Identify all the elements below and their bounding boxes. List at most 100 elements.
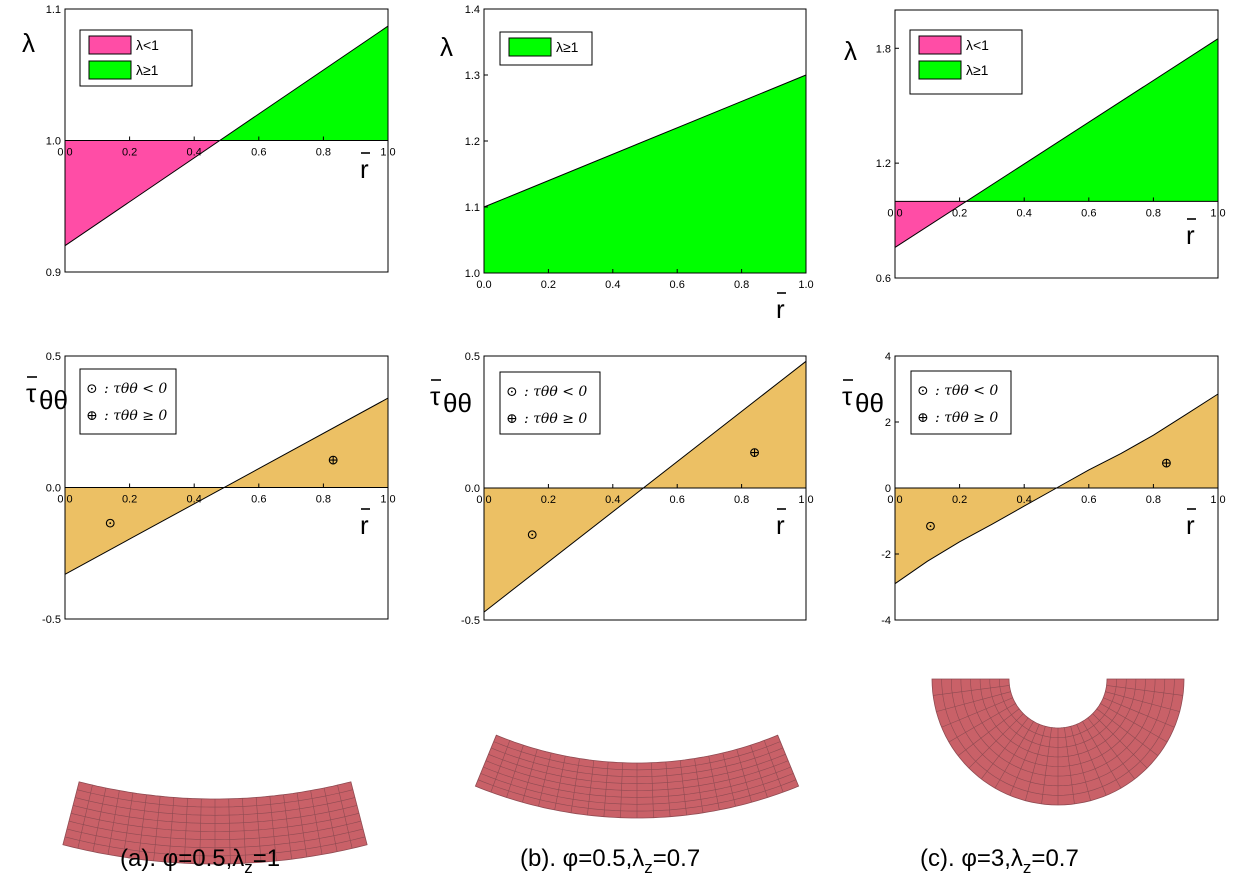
legend-label-c2: : τθθ ≥ 0 bbox=[935, 410, 998, 426]
caption-a: (a). φ=0.5,λz=1 bbox=[120, 845, 280, 877]
legend-swatch-c1 bbox=[918, 60, 962, 80]
y-tick-label-c2: -4 bbox=[881, 615, 891, 627]
legend-label-c2: : τθθ < 0 bbox=[935, 383, 998, 399]
x-tick-label-b1: 0.2 bbox=[541, 279, 556, 291]
x-tick-label-c2: 0.2 bbox=[952, 494, 967, 506]
shell-b-grid-radial bbox=[603, 761, 609, 817]
x-tick-label-a2: 0.0 bbox=[57, 494, 72, 506]
x-tick-label-b1: 0.0 bbox=[476, 279, 491, 291]
legend-c1: λ<1 λ≥1 bbox=[909, 29, 1023, 95]
shell-c-grid-radial bbox=[1106, 685, 1183, 696]
shell-c-grid-radial bbox=[1105, 691, 1180, 712]
shell-c-grid-radial bbox=[1087, 717, 1135, 780]
shell-c-grid-radial bbox=[1082, 721, 1122, 789]
x-tick-label-b1: 0.6 bbox=[670, 279, 685, 291]
y-tick-label-a2: -0.5 bbox=[42, 614, 61, 626]
y-tick-label-a1: 1.1 bbox=[46, 4, 61, 16]
y-axis-label-c2: τ bbox=[842, 381, 853, 411]
x-tick-label-a1: 0.8 bbox=[316, 147, 331, 159]
shell-c-grid-radial bbox=[957, 708, 1020, 756]
legend-swatch-b1 bbox=[508, 37, 552, 57]
region-marker-b2: ⊙ bbox=[526, 527, 538, 543]
x-tick-label-b2: 0.0 bbox=[476, 494, 491, 506]
area-positive-b1 bbox=[484, 75, 806, 273]
shell-c-grid-radial bbox=[1009, 724, 1040, 796]
shell-a-grid-radial bbox=[153, 796, 161, 861]
chart-c2: 0.0 0.2 0.4 0.6 0.8 1.0 -4 -2 0 2 4 τ θθ r ⊙: τθθ < 0 ⊕… bbox=[842, 351, 1226, 627]
region-marker-a2: ⊕ bbox=[327, 453, 339, 469]
x-tick-label-a1: 1.0 bbox=[380, 147, 395, 159]
legend-label-a2: : τθθ < 0 bbox=[104, 381, 167, 397]
y-tick-label-b1: 1.2 bbox=[465, 136, 480, 148]
shell-a-grid-radial bbox=[242, 798, 247, 864]
shell-a-grid-radial bbox=[310, 790, 323, 855]
x-tick-label-b2: 0.6 bbox=[670, 494, 685, 506]
captions-layer: (a). φ=0.5,λz=1 (b). φ=0.5,λz=0.7 (c). φ… bbox=[120, 845, 1079, 877]
x-tick-label-c2: 1.0 bbox=[1210, 494, 1225, 506]
x-tick-label-a2: 0.8 bbox=[316, 494, 331, 506]
y-axis-label-c1: λ bbox=[844, 36, 857, 66]
legend-label-a1: λ<1 bbox=[136, 37, 159, 53]
shell-a-grid-radial bbox=[183, 798, 188, 864]
x-axis-label-a2: r bbox=[360, 510, 369, 540]
shell-c-grid-radial bbox=[1092, 713, 1148, 769]
shell-b-grid-radial bbox=[694, 758, 704, 813]
y-tick-label-c2: -2 bbox=[881, 549, 891, 561]
legend-label-b1: λ≥1 bbox=[556, 39, 579, 55]
legend-symbol-a2: ⊙ bbox=[86, 381, 98, 397]
area-negative-c2 bbox=[895, 488, 1057, 584]
shell-b-grid-radial bbox=[750, 745, 768, 798]
shell-c-grid-radial bbox=[1096, 708, 1159, 756]
region-marker-a2: ⊙ bbox=[104, 516, 116, 532]
x-tick-label-b2: 1.0 bbox=[798, 494, 813, 506]
y-axis-label-b1: λ bbox=[440, 32, 453, 62]
shell-c-grid-radial bbox=[1064, 727, 1075, 804]
chart-b2: 0.0 0.2 0.4 0.6 0.8 1.0 -0.5 0.0 0.5 τ θθ r ⊙: τθθ <… bbox=[430, 351, 814, 627]
shell-a-grid-radial bbox=[323, 787, 338, 852]
shell-c-grid-radial bbox=[1076, 724, 1107, 796]
series-line-a1 bbox=[64, 25, 389, 247]
caption-c: (c). φ=3,λz=0.7 bbox=[920, 845, 1079, 877]
shell-a-grid-radial bbox=[138, 794, 147, 860]
legend-swatch-a1 bbox=[88, 35, 132, 55]
x-tick-label-c2: 0.6 bbox=[1081, 494, 1096, 506]
y-axis-label-subscript-b2: θθ bbox=[443, 388, 472, 418]
caption-b: (b). φ=0.5,λz=0.7 bbox=[520, 845, 700, 877]
y-tick-label-c1: 1.8 bbox=[876, 43, 891, 55]
shell-c-grid-radial bbox=[933, 685, 1010, 696]
shell-b-grid-radial bbox=[490, 740, 511, 793]
y-tick-label-a2: 0.0 bbox=[46, 483, 61, 495]
y-tick-label-b2: 0.5 bbox=[465, 351, 480, 363]
x-tick-label-a1: 0.0 bbox=[57, 147, 72, 159]
region-marker-c2: ⊕ bbox=[1160, 456, 1172, 472]
deformed-shells-layer bbox=[62, 678, 1185, 865]
legend-c2: ⊙: τθθ < 0 ⊕: τθθ ≥ 0 bbox=[910, 370, 1012, 435]
y-axis-label-b2: τ bbox=[430, 381, 441, 411]
shell-c-grid-radial bbox=[981, 717, 1029, 780]
y-tick-label-b1: 1.3 bbox=[465, 70, 480, 82]
shell-c-grid-radial bbox=[968, 713, 1024, 769]
legend-box-c2 bbox=[910, 370, 1012, 435]
shell-b bbox=[474, 734, 800, 819]
shell-b-grid-radial bbox=[506, 745, 524, 798]
shell-a-grid-radial bbox=[255, 797, 262, 863]
x-tick-label-c2: 0.8 bbox=[1146, 494, 1161, 506]
shell-a-grid-radial bbox=[269, 796, 277, 861]
shell-b-grid-radial bbox=[665, 761, 671, 817]
legend-box-a2 bbox=[79, 368, 177, 435]
legend-symbol-c2: ⊕ bbox=[917, 410, 929, 426]
x-tick-label-a2: 0.4 bbox=[187, 494, 202, 506]
shell-c-grid-radial bbox=[1041, 727, 1052, 804]
y-tick-label-a1: 1.0 bbox=[46, 136, 61, 148]
x-axis-label-c2: r bbox=[1186, 510, 1195, 540]
y-tick-label-b1: 1.0 bbox=[465, 268, 480, 280]
x-tick-label-c2: 0.0 bbox=[887, 494, 902, 506]
shell-a bbox=[62, 781, 368, 865]
shell-a-grid-radial bbox=[228, 798, 231, 864]
x-tick-label-c2: 0.4 bbox=[1017, 494, 1032, 506]
shell-a-grid-radial bbox=[168, 797, 175, 863]
series-line-c2 bbox=[894, 393, 1219, 585]
shell-b-grid-radial bbox=[651, 762, 654, 818]
